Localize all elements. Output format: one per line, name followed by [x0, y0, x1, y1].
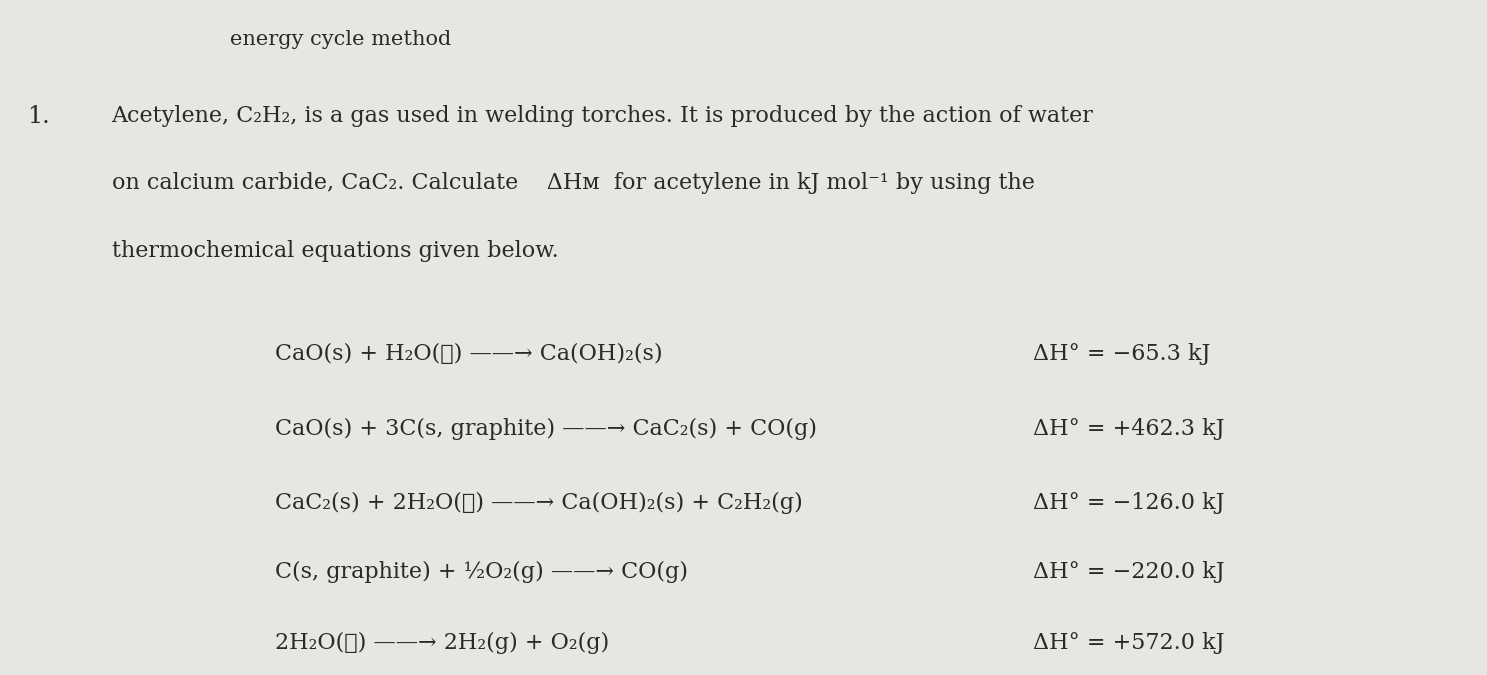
Text: CaO(s) + 3C(s, graphite) ——→ CaC₂(s) + CO(g): CaO(s) + 3C(s, graphite) ——→ CaC₂(s) + C…	[275, 418, 816, 439]
Text: ΔH° = +462.3 kJ: ΔH° = +462.3 kJ	[1033, 418, 1225, 439]
Text: ΔH° = +572.0 kJ: ΔH° = +572.0 kJ	[1033, 632, 1225, 653]
Text: CaC₂(s) + 2H₂O(ℓ) ——→ Ca(OH)₂(s) + C₂H₂(g): CaC₂(s) + 2H₂O(ℓ) ——→ Ca(OH)₂(s) + C₂H₂(…	[275, 492, 803, 514]
Text: Acetylene, C₂H₂, is a gas used in welding torches. It is produced by the action : Acetylene, C₂H₂, is a gas used in weldin…	[112, 105, 1093, 127]
Text: ΔH° = −220.0 kJ: ΔH° = −220.0 kJ	[1033, 562, 1225, 583]
Text: 1.: 1.	[27, 105, 49, 128]
Text: C(s, graphite) + ½O₂(g) ——→ CO(g): C(s, graphite) + ½O₂(g) ——→ CO(g)	[275, 562, 688, 583]
Text: on calcium carbide, CaC₂. Calculate    ΔHᴍ  for acetylene in kJ mol⁻¹ by using t: on calcium carbide, CaC₂. Calculate ΔHᴍ …	[112, 172, 1035, 194]
Text: thermochemical equations given below.: thermochemical equations given below.	[112, 240, 558, 262]
Text: CaO(s) + H₂O(ℓ) ——→ Ca(OH)₂(s): CaO(s) + H₂O(ℓ) ——→ Ca(OH)₂(s)	[275, 344, 663, 365]
Text: ΔH° = −126.0 kJ: ΔH° = −126.0 kJ	[1033, 492, 1225, 514]
Text: energy cycle method: energy cycle method	[230, 30, 452, 49]
Text: 2H₂O(ℓ) ——→ 2H₂(g) + O₂(g): 2H₂O(ℓ) ——→ 2H₂(g) + O₂(g)	[275, 632, 610, 653]
Text: ΔH° = −65.3 kJ: ΔH° = −65.3 kJ	[1033, 344, 1210, 365]
